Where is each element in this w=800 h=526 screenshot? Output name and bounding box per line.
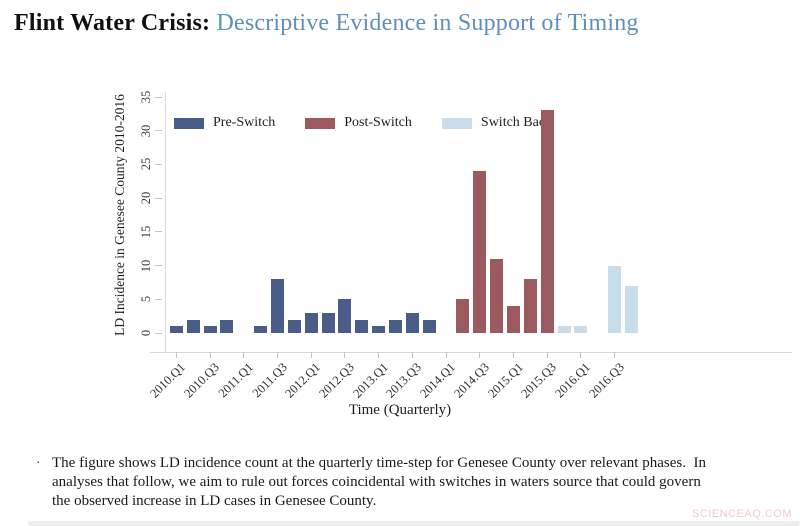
bar-2013.Q4 (422, 319, 436, 333)
pre-switch-swatch (174, 117, 204, 129)
title-prefix: Flint Water Crisis: (14, 10, 211, 36)
bar-2010.Q3 (203, 326, 217, 333)
bottom-strip (28, 521, 800, 526)
bar-2015.Q4 (557, 326, 571, 333)
y-tick-mark (155, 332, 162, 334)
caption-bullet: · (36, 456, 41, 471)
x-tick-mark (378, 352, 380, 358)
bar-chart: LD Incidence in Genesee County 2010-2016… (0, 62, 800, 454)
y-tick-mark (155, 197, 162, 199)
x-axis-line (150, 352, 792, 353)
caption-line: the observed increase in LD cases in Gen… (52, 493, 377, 509)
bar-2016.Q3 (608, 265, 622, 333)
y-tick-mark (155, 231, 162, 233)
x-tick-mark (546, 352, 548, 358)
bar-2016.Q4 (625, 285, 639, 333)
legend-label: Pre-Switch (213, 115, 276, 130)
y-tick-label: 35 (139, 90, 153, 104)
title-subtitle: Descriptive Evidence in Support of Timin… (216, 10, 639, 36)
y-tick-label: 0 (139, 329, 153, 337)
legend-item-pre-switch: Pre-Switch (174, 115, 275, 131)
legend-label: Switch Back (480, 115, 553, 130)
bar-2010.Q2 (186, 319, 200, 333)
legend-item-post-switch: Post-Switch (305, 115, 412, 131)
x-axis-title: Time (Quarterly) (348, 402, 452, 418)
x-tick-mark (344, 352, 346, 358)
bar-2013.Q1 (372, 326, 386, 333)
y-tick-mark (155, 298, 162, 300)
x-tick-mark (614, 352, 616, 358)
x-tick-mark (277, 352, 279, 358)
x-tick-mark (175, 352, 177, 358)
post-switch-swatch (305, 117, 336, 129)
x-tick-mark (310, 352, 312, 358)
bar-2013.Q3 (405, 312, 419, 333)
x-tick-mark (580, 352, 582, 358)
bar-2011.Q3 (271, 279, 285, 333)
bar-2010.Q4 (220, 319, 234, 333)
bar-2013.Q2 (389, 319, 403, 333)
bar-2014.Q3 (473, 171, 487, 333)
bar-2015.Q1 (507, 306, 521, 333)
chart-legend: Pre-Switch Post-Switch Switch Back (174, 115, 552, 131)
bar-2011.Q2 (254, 326, 268, 333)
figure-caption: The figure shows LD incidence count at t… (52, 454, 706, 511)
page-title: Flint Water Crisis: Descriptive Evidence… (14, 10, 639, 37)
x-tick-mark (445, 352, 447, 358)
bar-2015.Q2 (523, 279, 537, 333)
bar-2012.Q3 (338, 299, 352, 333)
switch-back-swatch (441, 117, 472, 129)
legend-label: Post-Switch (344, 115, 412, 130)
y-tick-mark (155, 96, 162, 98)
bar-2014.Q2 (456, 299, 470, 333)
x-tick-mark (513, 352, 515, 358)
watermark: SCIENCEAQ.COM (691, 508, 792, 520)
bar-2014.Q4 (490, 258, 504, 333)
caption-line: The figure shows LD incidence count at t… (52, 455, 706, 471)
y-axis-title: LD Incidence in Genesee County 2010-2016 (112, 94, 127, 336)
caption-line: analyses that follow, we aim to rule out… (52, 474, 701, 490)
y-tick-label: 20 (139, 191, 153, 205)
x-tick-mark (209, 352, 211, 358)
bar-2016.Q1 (574, 326, 588, 333)
legend-item-switch-back: Switch Back (441, 115, 553, 131)
x-tick-mark (479, 352, 481, 358)
y-tick-mark (155, 163, 162, 165)
bar-2011.Q4 (287, 319, 301, 333)
bar-2010.Q1 (169, 326, 183, 333)
x-tick-mark (411, 352, 413, 358)
y-axis-line (165, 92, 166, 352)
bar-2012.Q1 (304, 312, 318, 333)
bar-2015.Q3 (540, 110, 554, 333)
bar-2012.Q4 (355, 319, 369, 333)
bar-2012.Q2 (321, 312, 335, 333)
y-tick-mark (155, 130, 162, 132)
x-tick-mark (243, 352, 245, 358)
y-tick-mark (155, 265, 162, 267)
